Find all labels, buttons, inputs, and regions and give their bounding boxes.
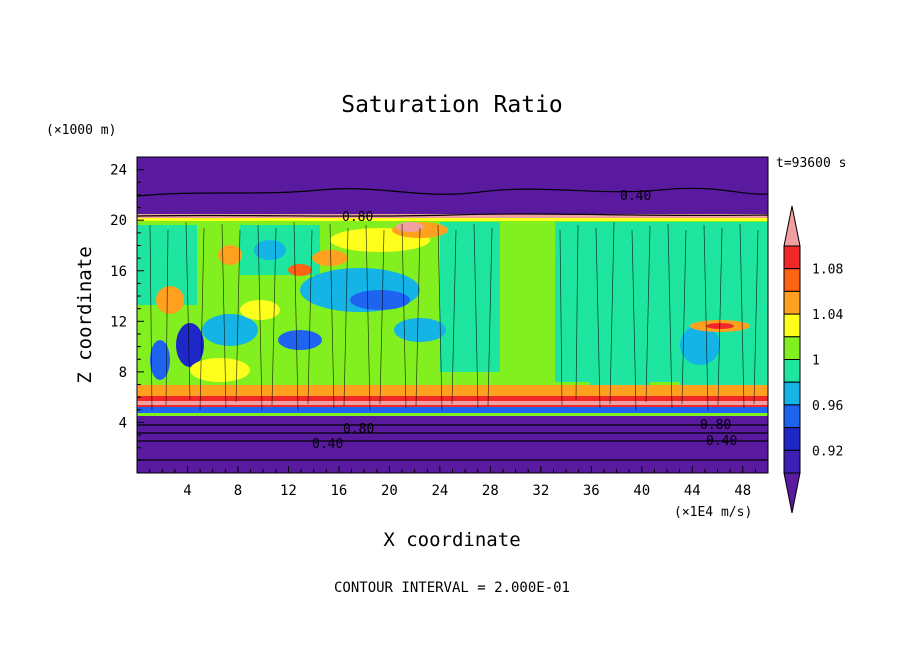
colorbar-max-arrow	[783, 205, 801, 247]
contour-interval-footer: CONTOUR INTERVAL = 2.000E-01	[334, 580, 570, 596]
x-tick-label: 32	[532, 483, 549, 499]
chart-title: Saturation Ratio	[341, 92, 563, 118]
x-axis-title: X coordinate	[383, 529, 520, 551]
contour-label-group: 0.40 0.80 0.80 0.40 0.80 0.40	[312, 189, 737, 452]
plot-area: 0.40 0.80 0.80 0.40 0.80 0.40	[137, 157, 768, 473]
x-tick-label: 36	[583, 483, 600, 499]
y-tick-label: 12	[110, 314, 127, 330]
colorbar-swatch	[783, 449, 801, 474]
x-tick-label: 4	[183, 483, 191, 499]
contour-label: 0.40	[706, 434, 737, 449]
y-tick-label: 16	[110, 264, 127, 280]
field-band-top	[137, 214, 768, 220]
colorbar-min-arrow	[783, 472, 801, 514]
x-tick-label: 16	[330, 483, 347, 499]
contour-label: 0.80	[700, 418, 731, 433]
colorbar-tick-label: 1.04	[812, 308, 843, 323]
colorbar-swatch	[783, 404, 801, 429]
colorbar-swatch	[783, 268, 801, 292]
colorbar-swatch	[783, 313, 801, 338]
contour-label: 0.40	[312, 437, 343, 452]
contour-lines	[137, 187, 768, 461]
contour-label: 0.40	[620, 189, 651, 204]
x-tick-label: 28	[482, 483, 499, 499]
x-tick-label: 12	[280, 483, 297, 499]
colorbar-swatch	[783, 290, 801, 315]
x-tick-label: 8	[234, 483, 242, 499]
colorbar-swatch	[783, 381, 801, 406]
contour-label: 0.80	[342, 210, 373, 225]
y-axis-title: Z coordinate	[74, 246, 96, 383]
colorbar-swatch	[783, 336, 801, 360]
colorbar-tick-label: 0.92	[812, 444, 843, 459]
time-label: t=93600 s	[776, 156, 846, 171]
colorbar-swatch	[783, 427, 801, 451]
y-tick-label: 8	[119, 365, 127, 381]
x-tick-label: 40	[633, 483, 650, 499]
y-unit-label: (×1000 m)	[46, 123, 116, 138]
y-tick-label: 4	[119, 415, 127, 431]
x-tick-label: 20	[381, 483, 398, 499]
x-tick-label: 44	[684, 483, 701, 499]
colorbar-tick-label: 1.08	[812, 263, 843, 278]
colorbar-tick-label: 0.96	[812, 399, 843, 414]
colorbar: 0.92 0.96 1 1.04 1.08	[783, 205, 843, 514]
field-blue-patches	[150, 240, 720, 380]
colorbar-swatch	[783, 359, 801, 383]
colorbar-tick-label: 1	[812, 354, 820, 369]
y-tick-label: 24	[110, 163, 127, 179]
x-tick-label: 24	[431, 483, 448, 499]
contour-hatching	[149, 221, 759, 411]
y-tick-label: 20	[110, 213, 127, 229]
x-unit-label: (×1E4 m/s)	[674, 505, 752, 520]
x-tick-label: 48	[734, 483, 751, 499]
contour-label: 0.80	[343, 422, 374, 437]
colorbar-swatch	[783, 245, 801, 270]
